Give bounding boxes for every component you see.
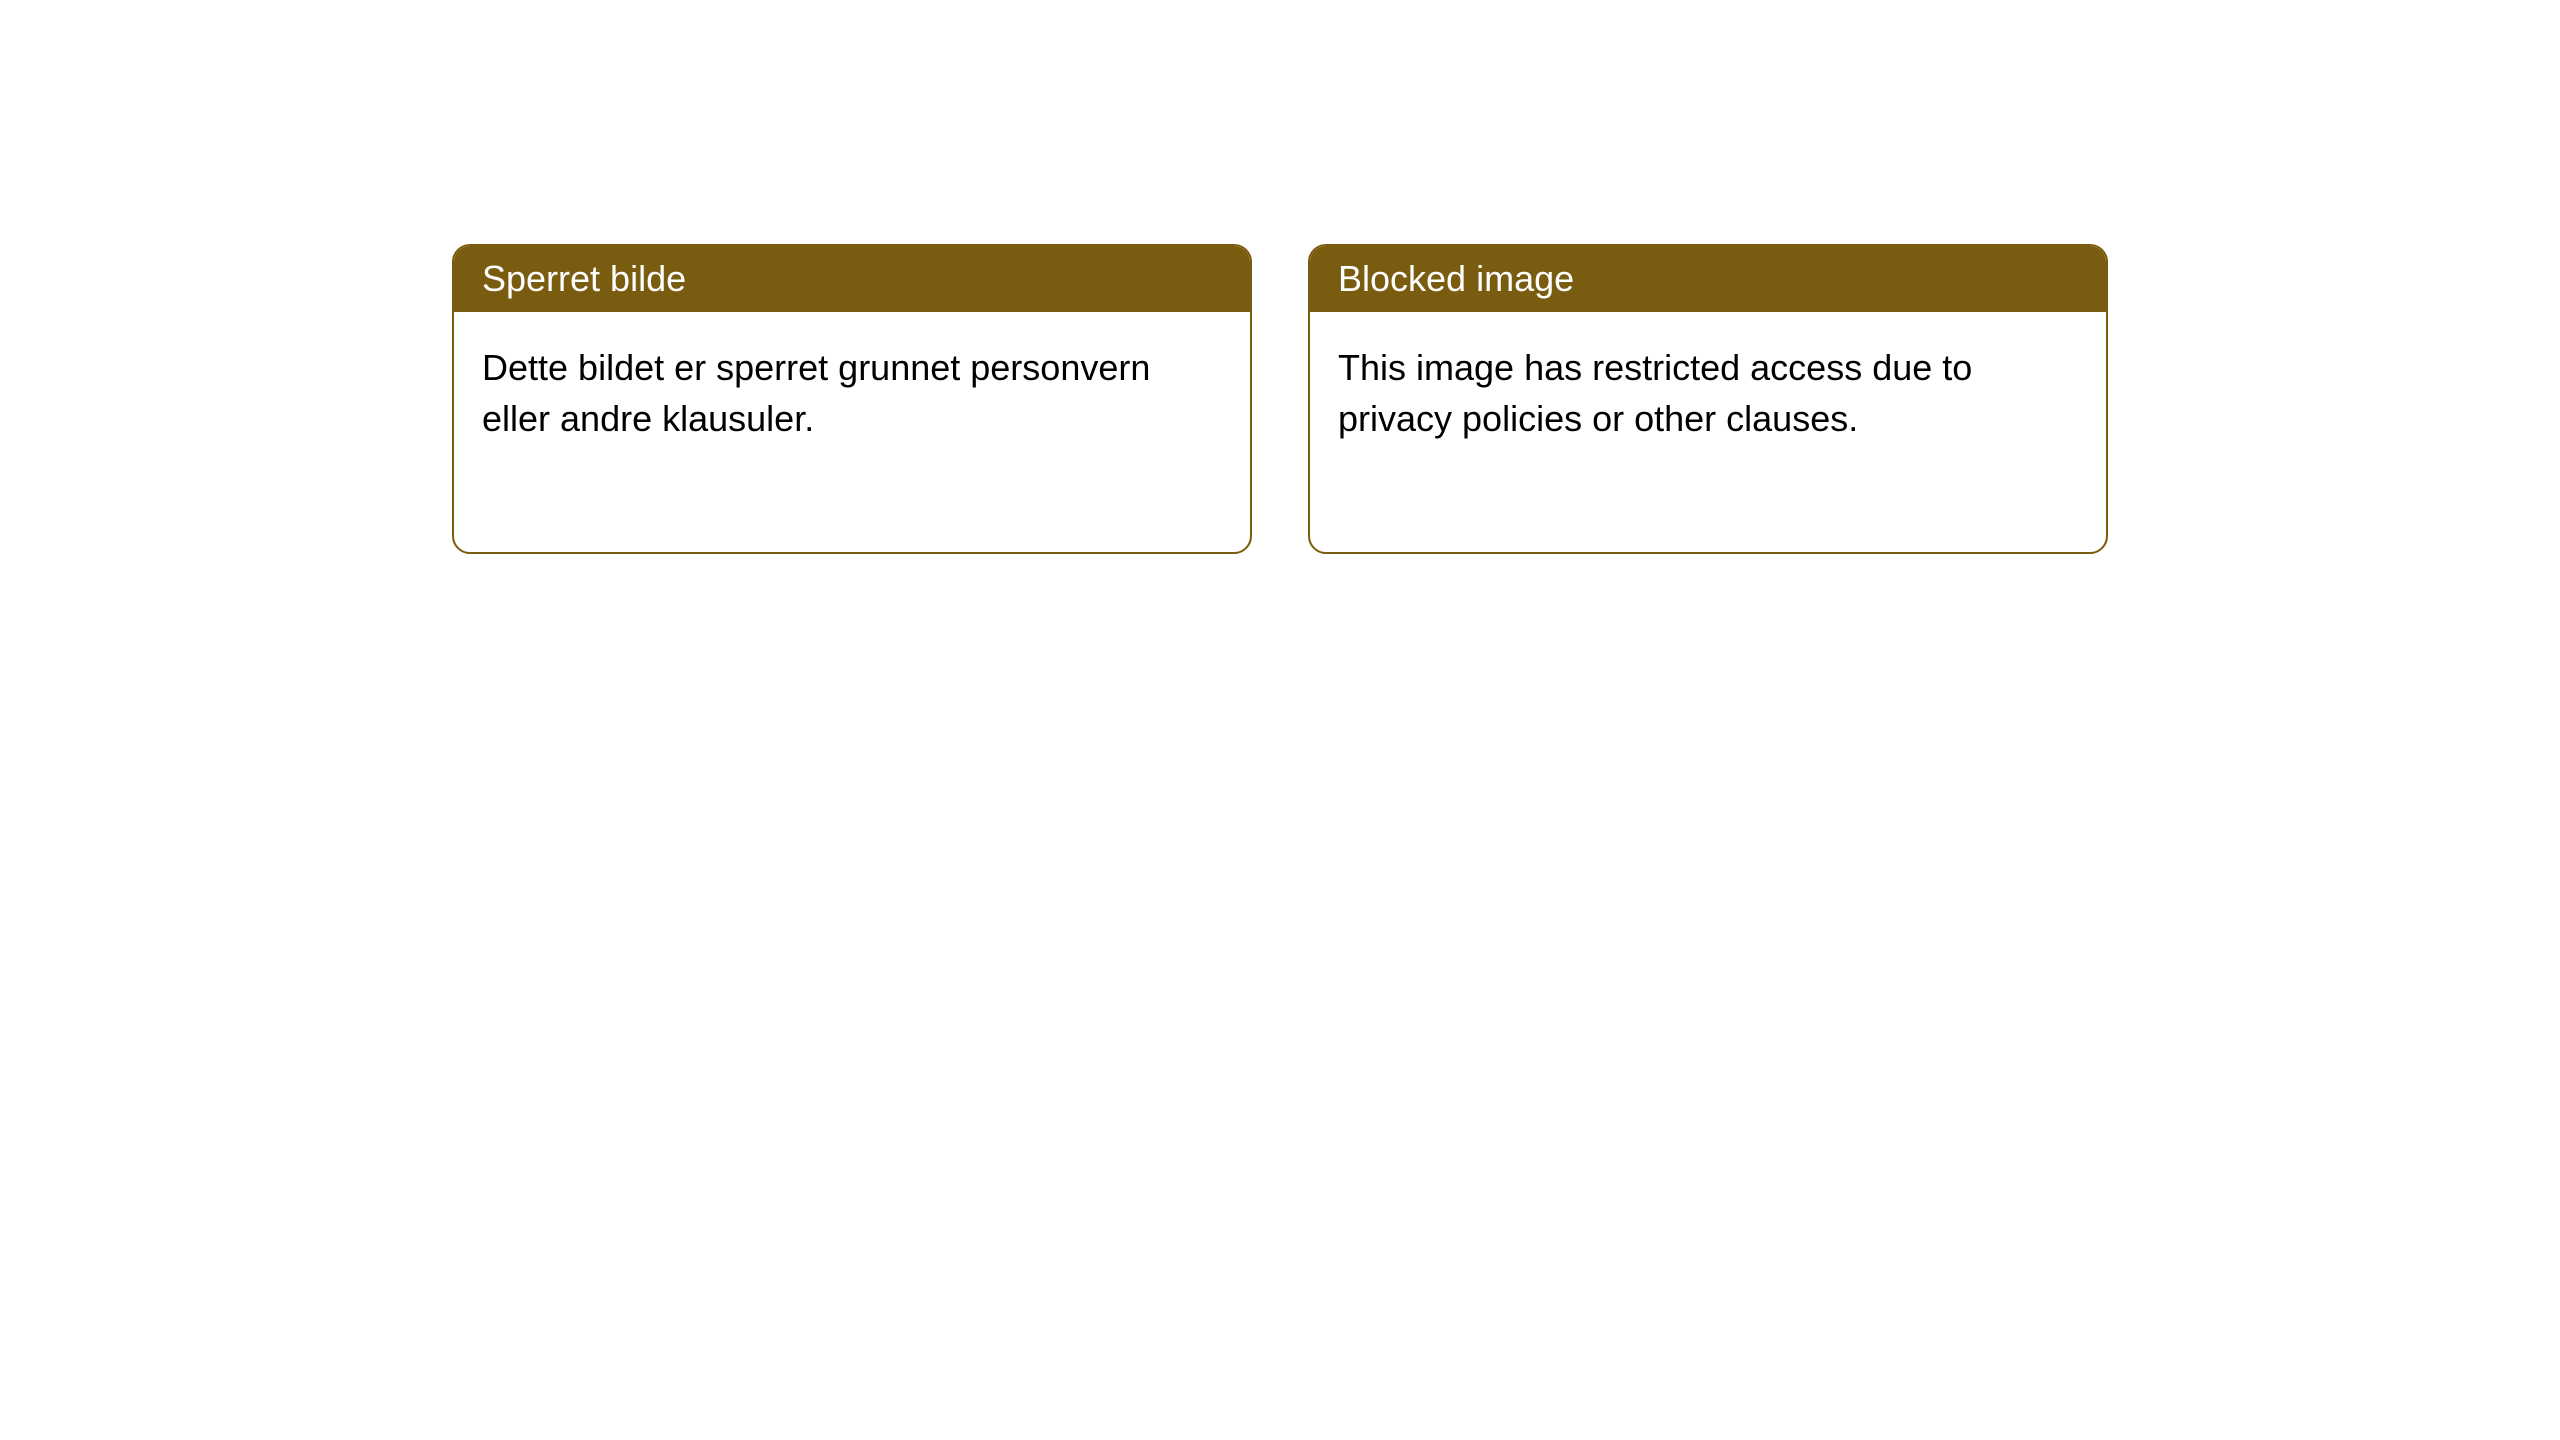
notice-body-norwegian: Dette bildet er sperret grunnet personve… [454,312,1250,552]
notice-card-english: Blocked image This image has restricted … [1308,244,2108,554]
notice-container: Sperret bilde Dette bildet er sperret gr… [0,0,2560,554]
notice-body-english: This image has restricted access due to … [1310,312,2106,552]
notice-header-english: Blocked image [1310,246,2106,312]
notice-card-norwegian: Sperret bilde Dette bildet er sperret gr… [452,244,1252,554]
notice-header-norwegian: Sperret bilde [454,246,1250,312]
